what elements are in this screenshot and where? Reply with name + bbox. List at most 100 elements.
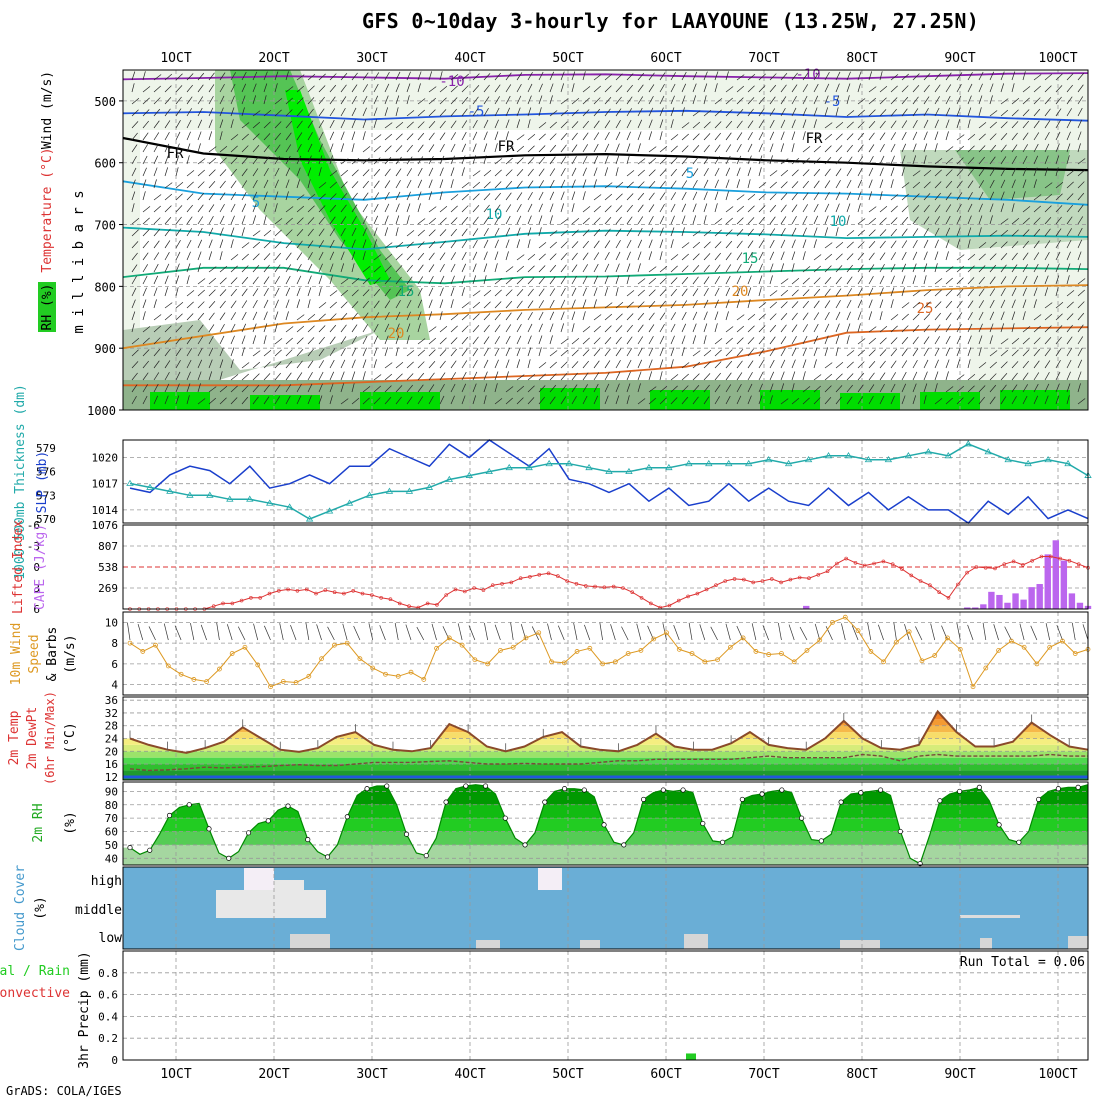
wind-barb: [1044, 263, 1050, 273]
wind-barb: [813, 347, 818, 357]
wind-barb: [175, 348, 182, 357]
wind-barb: [285, 144, 292, 153]
wind-barb: [659, 324, 665, 333]
wind-barb: [285, 264, 292, 273]
lifted-index-marker: [928, 583, 932, 588]
wind-barb: [208, 386, 217, 393]
wind-speed-marker: [319, 656, 325, 662]
wind-barb: [758, 228, 765, 237]
wind-barb: [307, 360, 314, 369]
wind-barb: [461, 85, 469, 93]
wind-barb: [648, 386, 657, 393]
rh-tick-label: 40: [105, 852, 118, 865]
wind-barb: [923, 193, 931, 201]
wind-barb: [384, 191, 390, 201]
thickness-marker: [625, 467, 633, 475]
wind-barb: [131, 97, 140, 105]
wind-barb: [637, 181, 645, 189]
stability-panel: [122, 524, 1089, 610]
wind-barb: [637, 227, 643, 237]
wind-barb: [274, 109, 282, 117]
wind-barb: [637, 169, 645, 177]
wind-barb: [901, 108, 908, 117]
wind-barb: [714, 83, 718, 93]
wind-barb: [621, 626, 629, 641]
wind-barb: [417, 372, 425, 381]
wind-barb: [967, 300, 974, 309]
wind-barb: [538, 362, 547, 369]
wind-barb: [736, 337, 744, 345]
lifted-index-marker: [509, 580, 514, 585]
wind-barb: [593, 179, 597, 189]
wind-barb: [1000, 338, 1009, 345]
wind-barb: [648, 371, 653, 381]
wind-barb: [571, 191, 576, 201]
wind-barb: [1033, 287, 1038, 297]
wind-barb: [901, 371, 907, 381]
wind-barb: [670, 107, 675, 117]
wind-barb: [450, 217, 458, 225]
wind-barb: [681, 362, 690, 369]
wind-barb: [362, 84, 368, 93]
wind-barb: [681, 373, 689, 381]
wind-barb: [582, 155, 588, 165]
wind-barb: [351, 397, 360, 405]
wind-barb: [714, 71, 719, 81]
wind-barb: [1044, 360, 1051, 369]
wind-barb: [230, 227, 235, 237]
wind-barb: [197, 119, 203, 129]
wind-barb: [197, 107, 203, 117]
wind-barb: [967, 277, 975, 285]
wind-barb: [186, 348, 192, 357]
wind-barb: [373, 312, 380, 321]
wind-barb: [934, 192, 941, 201]
wind-barb: [945, 347, 951, 357]
wind-barb: [857, 361, 865, 369]
wind-barb: [527, 107, 532, 117]
wind-barb: [153, 314, 162, 321]
wind-barb: [736, 109, 744, 117]
wind-barb: [406, 168, 412, 177]
wind-barb: [846, 110, 855, 117]
wind-barb: [857, 109, 865, 117]
wind-barb: [824, 242, 833, 249]
wind-barb: [483, 155, 487, 165]
wind-barb: [593, 263, 599, 273]
wind-barb: [406, 215, 410, 225]
wind-barb: [197, 383, 201, 393]
wind-barb: [1011, 179, 1016, 189]
wind-barb: [252, 168, 259, 177]
wind-speed-marker: [510, 644, 516, 650]
wind-barb: [560, 121, 568, 129]
cloud-cell-low: [840, 940, 880, 949]
cloud-cell-middle: [274, 880, 304, 894]
isotherm-label: 5: [252, 195, 260, 211]
wind-barb: [175, 96, 182, 105]
thickness-marker: [565, 459, 573, 467]
wind-barb: [142, 144, 148, 153]
lifted-index-marker: [639, 595, 644, 600]
wind-barb: [494, 371, 499, 381]
pressure-tick-label: 900: [94, 342, 116, 356]
wind-barb: [483, 96, 490, 105]
wind-barb: [868, 206, 877, 213]
wind-barb: [417, 384, 424, 393]
wind-speed-marker: [472, 657, 478, 663]
wind-barb: [263, 203, 268, 213]
pressure-axis-label: m i l l i b a r s: [71, 190, 87, 333]
wind-barb: [912, 275, 917, 285]
wind-barb: [186, 228, 192, 237]
wind-barb: [1055, 336, 1062, 345]
wind-barb: [593, 155, 599, 165]
wind-barb: [593, 132, 600, 141]
wind-barb: [527, 397, 535, 405]
x-tick-label: 8OCT: [846, 1067, 877, 1082]
wind-barb: [307, 299, 311, 309]
wind-barb: [274, 323, 278, 333]
wind-barb: [318, 240, 324, 249]
wind-barb: [582, 86, 591, 93]
wind-barb: [780, 239, 786, 249]
rh-tick-label: 60: [105, 826, 118, 839]
wind-barb: [428, 372, 435, 381]
wind-barb: [846, 323, 851, 333]
